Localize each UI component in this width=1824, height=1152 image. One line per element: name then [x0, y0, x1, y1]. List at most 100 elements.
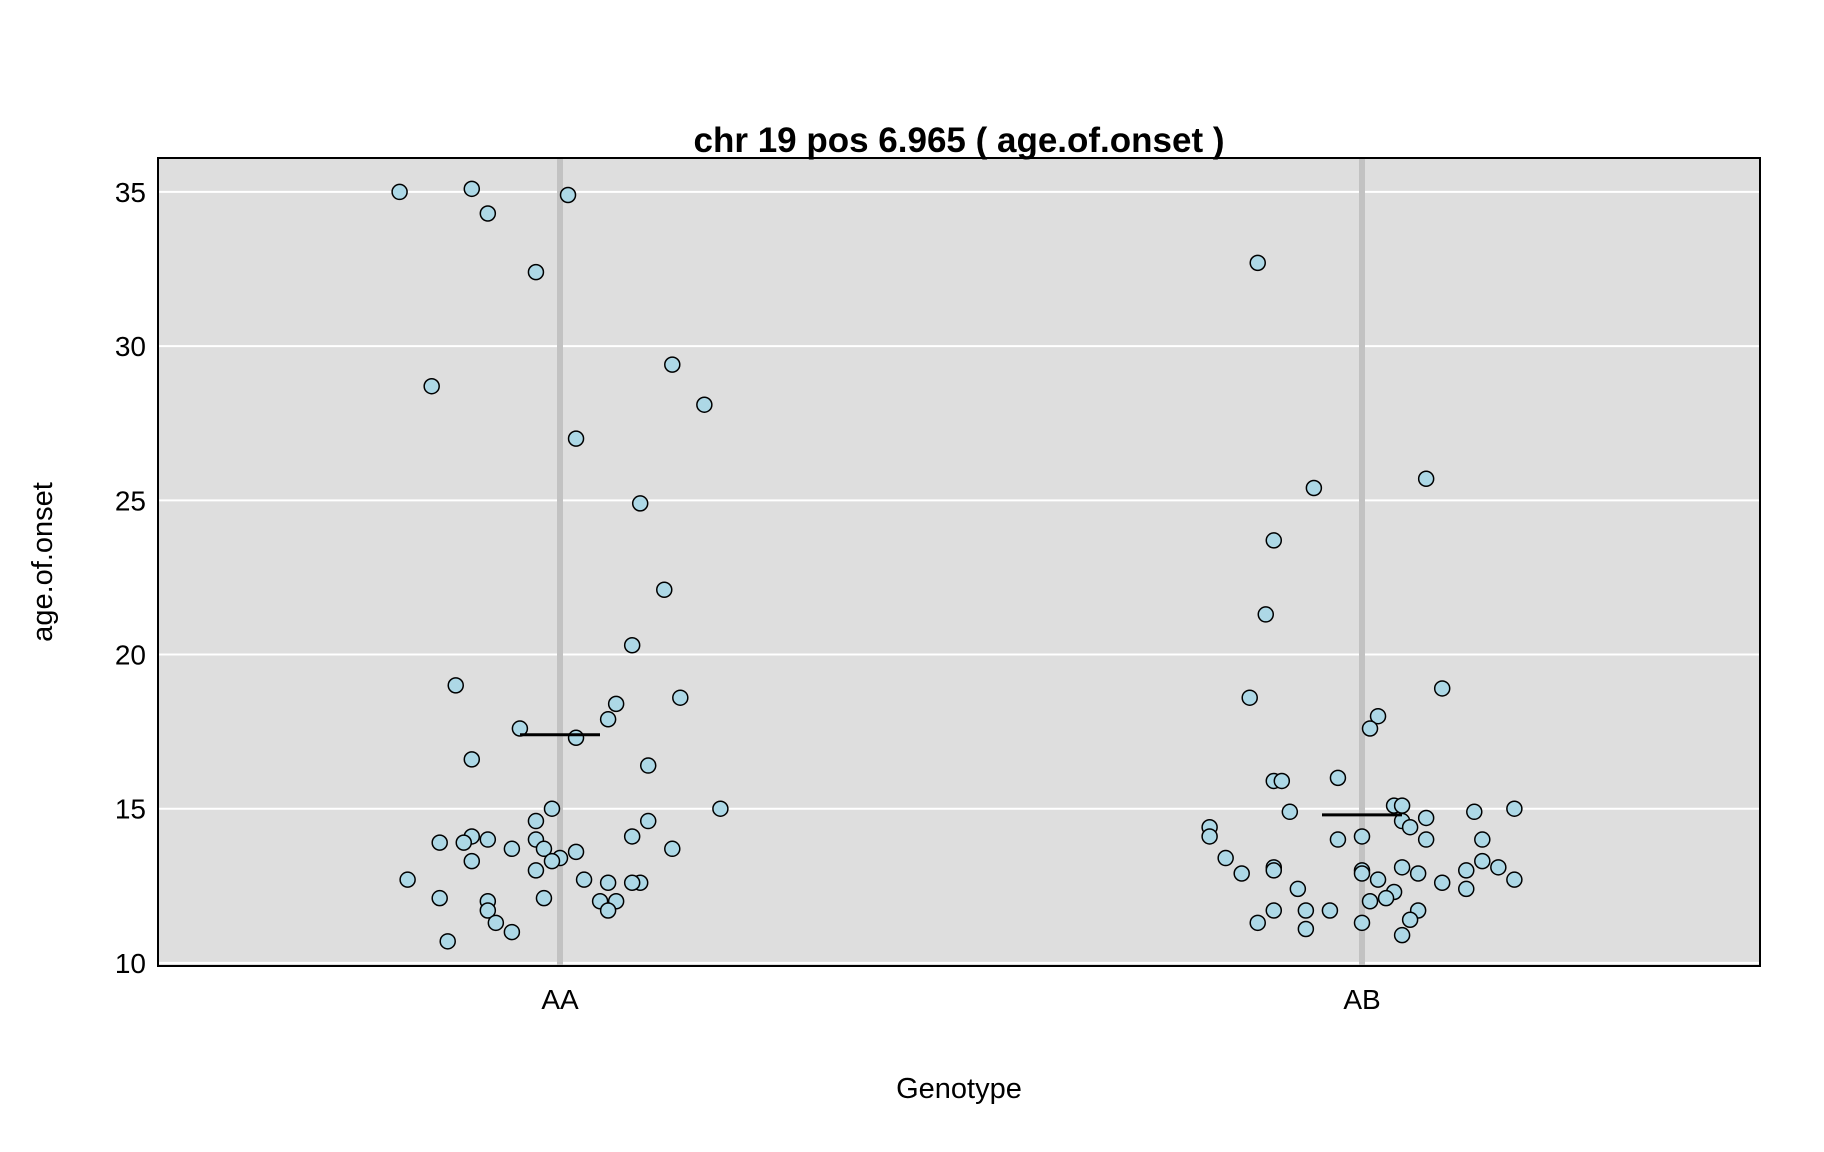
- data-point: [623, 828, 641, 845]
- chart-title: chr 19 pos 6.965 ( age.of.onset ): [694, 121, 1225, 160]
- data-point: [543, 852, 561, 870]
- data-point: [1433, 680, 1451, 697]
- data-point: [503, 840, 521, 858]
- y-tick-label: 20: [115, 640, 146, 671]
- data-point: [1265, 902, 1283, 919]
- data-point: [439, 933, 456, 950]
- data-point: [463, 180, 481, 198]
- data-point: [631, 495, 649, 512]
- x-axis-label: Genotype: [896, 1073, 1022, 1105]
- data-point: [1297, 920, 1315, 938]
- data-point: [455, 834, 473, 851]
- data-point: [1273, 772, 1291, 790]
- data-point: [1289, 880, 1307, 898]
- y-tick-label: 25: [115, 485, 146, 516]
- data-point: [656, 581, 673, 599]
- data-points: [391, 180, 1523, 950]
- data-point: [463, 751, 481, 768]
- data-point: [1417, 470, 1435, 487]
- data-point: [1297, 902, 1315, 919]
- data-point: [1217, 849, 1234, 867]
- data-point: [559, 186, 577, 204]
- y-axis-ticks: 10 15 20 25 30 35: [115, 177, 146, 979]
- data-point: [431, 834, 448, 851]
- data-point: [1401, 911, 1419, 928]
- data-point: [1474, 831, 1491, 848]
- data-point: [567, 843, 585, 861]
- data-point: [503, 923, 521, 941]
- data-point: [1281, 803, 1299, 821]
- x-axis-ticks: AA AB: [541, 984, 1380, 1015]
- data-point: [623, 874, 641, 891]
- data-point: [543, 800, 561, 817]
- data-point: [567, 430, 585, 447]
- y-axis-label: age.of.onset: [27, 482, 59, 642]
- x-tick-label: AA: [541, 984, 579, 1015]
- data-point: [527, 263, 545, 281]
- data-point: [1377, 889, 1395, 907]
- data-point: [535, 840, 553, 858]
- data-point: [664, 840, 681, 858]
- data-point: [1201, 828, 1218, 845]
- y-tick-label: 10: [115, 948, 146, 979]
- data-point: [1433, 874, 1451, 891]
- data-point: [607, 695, 625, 713]
- data-point: [1241, 689, 1258, 706]
- data-point: [1458, 862, 1475, 879]
- data-point: [1393, 926, 1411, 944]
- data-point: [1305, 479, 1323, 497]
- data-point: [1466, 803, 1483, 821]
- data-point: [712, 800, 729, 817]
- data-point: [1369, 707, 1387, 725]
- data-point: [599, 711, 617, 728]
- data-point: [696, 396, 713, 413]
- y-tick-label: 30: [115, 331, 146, 362]
- data-point: [1417, 809, 1435, 827]
- data-point: [1474, 852, 1491, 870]
- data-point: [1393, 797, 1411, 814]
- data-point: [1361, 720, 1379, 737]
- data-point: [479, 205, 497, 222]
- data-point: [463, 852, 481, 870]
- data-point: [1257, 606, 1275, 623]
- grid-lines: [158, 190, 1760, 964]
- data-point: [1249, 914, 1266, 932]
- data-point: [575, 871, 593, 888]
- y-tick-label: 15: [115, 794, 146, 825]
- data-point: [1353, 865, 1371, 882]
- data-point: [664, 356, 681, 373]
- data-point: [479, 831, 497, 848]
- data-point: [535, 889, 553, 907]
- data-point: [1329, 769, 1347, 787]
- data-point: [1506, 800, 1523, 817]
- mean-lines: [520, 733, 1402, 817]
- data-point: [1409, 865, 1427, 882]
- data-point: [511, 720, 529, 737]
- data-point: [399, 871, 416, 888]
- data-point: [639, 812, 657, 830]
- data-point: [1265, 862, 1283, 879]
- data-point: [623, 637, 641, 654]
- data-point: [567, 729, 585, 747]
- data-point: [447, 677, 464, 694]
- y-tick-label: 35: [115, 177, 146, 208]
- data-point: [1458, 880, 1475, 898]
- plot-border: [157, 157, 1761, 967]
- data-point: [487, 914, 505, 932]
- data-point: [1233, 865, 1250, 882]
- data-point: [423, 377, 440, 395]
- data-point: [672, 689, 689, 706]
- data-point: [1321, 902, 1339, 919]
- data-point: [1329, 831, 1347, 848]
- plot-background: [158, 158, 1760, 966]
- data-point: [1369, 871, 1387, 888]
- data-point: [1353, 828, 1371, 845]
- data-point: [527, 862, 545, 879]
- data-point: [599, 902, 617, 919]
- data-point: [527, 812, 545, 830]
- data-point: [1353, 914, 1371, 932]
- data-point: [1417, 831, 1435, 848]
- data-point: [1506, 871, 1523, 888]
